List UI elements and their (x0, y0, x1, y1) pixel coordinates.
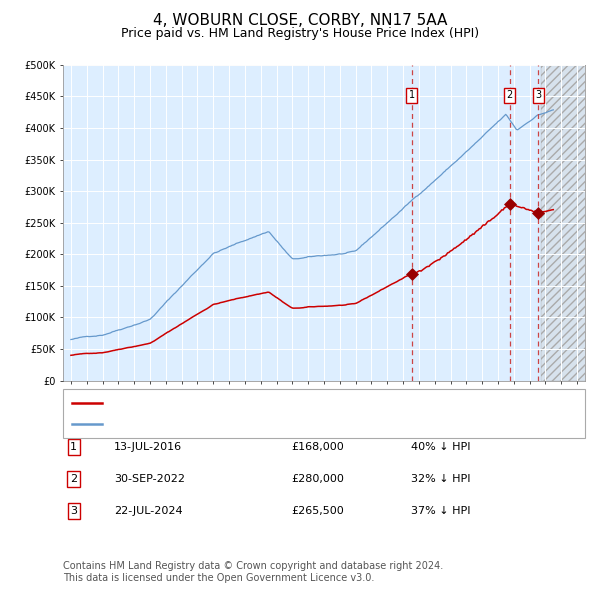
Text: 37% ↓ HPI: 37% ↓ HPI (411, 506, 470, 516)
Text: £280,000: £280,000 (291, 474, 344, 484)
Text: 30-SEP-2022: 30-SEP-2022 (114, 474, 185, 484)
Text: 32% ↓ HPI: 32% ↓ HPI (411, 474, 470, 484)
Text: Contains HM Land Registry data © Crown copyright and database right 2024.
This d: Contains HM Land Registry data © Crown c… (63, 561, 443, 583)
Bar (541, 65, 600, 381)
Text: 1: 1 (409, 90, 415, 100)
Text: £168,000: £168,000 (291, 442, 344, 452)
Text: 22-JUL-2024: 22-JUL-2024 (114, 506, 182, 516)
Text: Price paid vs. HM Land Registry's House Price Index (HPI): Price paid vs. HM Land Registry's House … (121, 27, 479, 40)
Text: 4, WOBURN CLOSE, CORBY, NN17 5AA: 4, WOBURN CLOSE, CORBY, NN17 5AA (153, 13, 447, 28)
Text: 3: 3 (535, 90, 541, 100)
Text: 2: 2 (70, 474, 77, 484)
Text: 1: 1 (70, 442, 77, 452)
Text: £265,500: £265,500 (291, 506, 344, 516)
Text: 13-JUL-2016: 13-JUL-2016 (114, 442, 182, 452)
Text: HPI: Average price, detached house, North Northamptonshire: HPI: Average price, detached house, Nort… (109, 419, 452, 430)
Text: 3: 3 (70, 506, 77, 516)
Text: 2: 2 (506, 90, 513, 100)
Bar (541, 65, 600, 381)
Text: 40% ↓ HPI: 40% ↓ HPI (411, 442, 470, 452)
Text: 4, WOBURN CLOSE, CORBY, NN17 5AA (detached house): 4, WOBURN CLOSE, CORBY, NN17 5AA (detach… (109, 398, 426, 408)
